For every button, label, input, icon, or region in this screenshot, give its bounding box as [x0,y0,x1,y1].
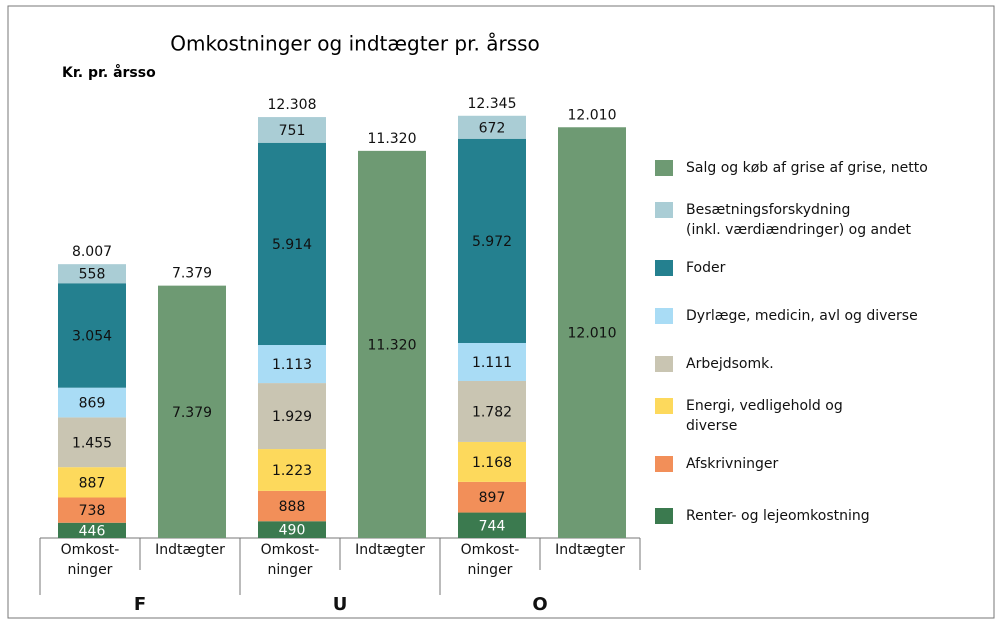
value-label: 12.010 [568,326,617,342]
bar-segment [58,417,126,468]
legend-swatch [655,202,673,218]
value-label: 888 [279,499,306,515]
bar-segment [258,449,326,491]
chart-title: Omkostninger og indtægter pr. årsso [170,32,540,56]
total-label: 8.007 [72,244,112,260]
bar-segment [458,441,526,482]
bar-segment [158,285,226,538]
legend-label: Salg og køb af grise af grise, netto [686,160,928,176]
legend-label: Afskrivninger [686,456,779,472]
value-label: 1.168 [472,455,512,471]
bar-segment [358,150,426,538]
bar-segment [58,497,126,523]
bar-segment [558,127,626,539]
total-label: 12.010 [568,107,617,123]
legend-label: Dyrlæge, medicin, avl og diverse [686,308,918,324]
value-label: 869 [79,396,106,412]
value-label: 5.914 [272,237,312,253]
value-label: 1.929 [272,409,312,425]
bar-segment [58,467,126,498]
subtitle: Kr. pr. årsso [62,64,156,81]
bar-segment [458,115,526,139]
x-tick-label: Omkost- ninger [260,542,320,578]
legend-swatch [655,356,673,372]
legend-swatch [655,456,673,472]
total-label: 7.379 [172,266,212,282]
value-label: 1.782 [472,404,512,420]
value-label: 887 [79,475,106,491]
bar-segment [458,481,526,513]
group-label: U [332,594,348,615]
group-label: F [133,594,147,615]
legend-swatch [655,308,673,324]
legend-label: Foder [686,260,726,276]
value-label: 744 [479,518,506,534]
bar-segment [458,342,526,381]
value-label: 897 [479,490,506,506]
group-label: O [532,594,548,615]
legend-swatch [655,260,673,276]
value-label: 558 [79,267,106,283]
value-label: 738 [79,503,106,519]
total-label: 12.345 [468,96,517,112]
value-label: 11.320 [368,337,417,353]
legend-swatch [655,160,673,176]
legend-label: Energi, vedligehold og diverse [686,398,843,434]
value-label: 1.455 [72,435,112,451]
value-label: 3.054 [72,328,112,344]
legend-label: Renter- og lejeomkostning [686,508,870,524]
value-label: 751 [279,123,306,139]
bar-segment [458,512,526,538]
legend-swatch [655,398,673,414]
value-label: 5.972 [472,234,512,250]
bar-segment [58,387,126,418]
x-tick-label: Omkost- ninger [460,542,520,578]
x-tick-label: Indtægter [355,542,425,558]
value-label: 1.113 [272,357,312,373]
total-label: 12.308 [268,97,317,113]
value-label: 490 [279,523,306,539]
bar-segment [258,345,326,384]
value-label: 1.111 [472,355,512,371]
bar-segment [58,264,126,284]
bar-segment [258,142,326,346]
legend-label: Arbejdsomk. [686,356,774,372]
value-label: 672 [479,120,506,136]
value-label: 7.379 [172,405,212,421]
bar-segment [58,522,126,538]
x-tick-label: Indtægter [555,542,625,558]
value-label: 446 [79,523,106,539]
bar-segment [458,138,526,343]
x-tick-label: Omkost- ninger [60,542,120,578]
bar-segment [258,117,326,143]
bar-segment [258,490,326,522]
total-label: 11.320 [368,131,417,147]
legend-swatch [655,508,673,524]
legend-label: Besætningsforskydning (inkl. værdiændrin… [686,202,911,238]
value-label: 1.223 [272,463,312,479]
bar-segment [458,380,526,442]
x-tick-label: Indtægter [155,542,225,558]
bar-segment [58,283,126,388]
frame [7,5,995,619]
bar-segment [258,521,326,538]
bar-segment [258,383,326,450]
